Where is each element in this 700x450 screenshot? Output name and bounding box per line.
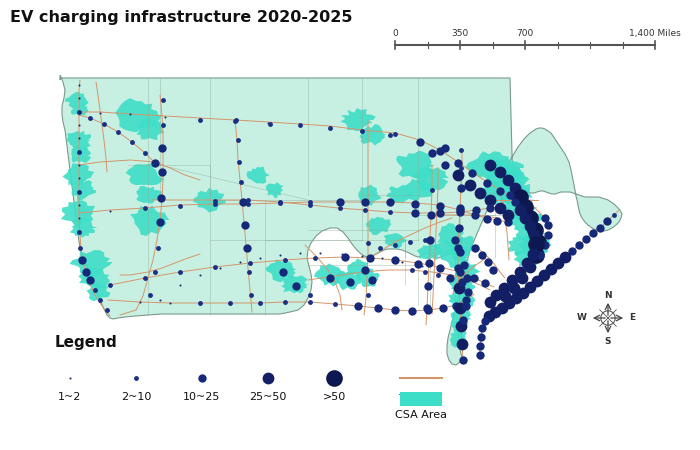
Polygon shape bbox=[449, 275, 475, 296]
Polygon shape bbox=[405, 179, 435, 201]
Text: 1,400 Miles: 1,400 Miles bbox=[629, 29, 681, 38]
Polygon shape bbox=[480, 179, 514, 205]
Polygon shape bbox=[359, 124, 386, 146]
Text: 700: 700 bbox=[517, 29, 533, 38]
Polygon shape bbox=[314, 263, 347, 287]
Polygon shape bbox=[449, 236, 476, 256]
Text: EV charging infrastructure 2020-2025: EV charging infrastructure 2020-2025 bbox=[10, 10, 353, 25]
Polygon shape bbox=[130, 205, 169, 236]
Text: 1~2: 1~2 bbox=[58, 392, 82, 402]
Polygon shape bbox=[434, 240, 456, 257]
Polygon shape bbox=[416, 244, 443, 260]
Polygon shape bbox=[78, 268, 110, 288]
Text: 0: 0 bbox=[392, 29, 398, 38]
Text: W: W bbox=[577, 314, 587, 323]
Polygon shape bbox=[441, 247, 469, 268]
Text: 350: 350 bbox=[452, 29, 468, 38]
Polygon shape bbox=[265, 259, 297, 282]
Polygon shape bbox=[396, 150, 435, 178]
Polygon shape bbox=[340, 108, 376, 131]
Polygon shape bbox=[449, 291, 475, 311]
Polygon shape bbox=[62, 163, 94, 185]
Polygon shape bbox=[66, 131, 91, 151]
Polygon shape bbox=[366, 217, 391, 235]
Polygon shape bbox=[454, 262, 481, 282]
Polygon shape bbox=[335, 271, 363, 290]
Text: 2~10: 2~10 bbox=[121, 392, 151, 402]
Polygon shape bbox=[514, 221, 547, 244]
Text: 10~25: 10~25 bbox=[183, 392, 220, 402]
Polygon shape bbox=[508, 182, 533, 202]
Polygon shape bbox=[60, 75, 622, 365]
Polygon shape bbox=[386, 185, 412, 204]
Polygon shape bbox=[496, 183, 528, 206]
Bar bbox=[400, 392, 442, 406]
Polygon shape bbox=[500, 170, 529, 191]
Polygon shape bbox=[193, 188, 225, 212]
Polygon shape bbox=[125, 163, 164, 185]
Polygon shape bbox=[65, 92, 89, 109]
Polygon shape bbox=[411, 167, 449, 191]
Polygon shape bbox=[266, 182, 284, 198]
Polygon shape bbox=[508, 235, 533, 255]
Text: S: S bbox=[605, 338, 611, 346]
Polygon shape bbox=[61, 200, 95, 227]
Text: N: N bbox=[604, 292, 612, 301]
Text: E: E bbox=[629, 314, 635, 323]
Polygon shape bbox=[358, 268, 379, 287]
Polygon shape bbox=[281, 275, 309, 293]
Polygon shape bbox=[492, 157, 524, 179]
Polygon shape bbox=[484, 164, 526, 192]
Polygon shape bbox=[71, 146, 91, 163]
Polygon shape bbox=[519, 234, 552, 257]
Polygon shape bbox=[69, 250, 113, 276]
Polygon shape bbox=[136, 117, 164, 140]
Polygon shape bbox=[437, 223, 464, 246]
Polygon shape bbox=[69, 218, 97, 238]
Polygon shape bbox=[508, 209, 543, 231]
Text: 25~50: 25~50 bbox=[249, 392, 287, 402]
Polygon shape bbox=[358, 184, 382, 206]
Text: freeway: freeway bbox=[398, 392, 443, 402]
Polygon shape bbox=[449, 244, 470, 263]
Polygon shape bbox=[514, 248, 540, 269]
Polygon shape bbox=[71, 104, 89, 116]
Polygon shape bbox=[347, 258, 369, 277]
Polygon shape bbox=[503, 194, 538, 221]
Polygon shape bbox=[450, 326, 467, 350]
Polygon shape bbox=[86, 283, 110, 302]
Polygon shape bbox=[246, 166, 270, 184]
Polygon shape bbox=[451, 307, 471, 333]
Polygon shape bbox=[116, 98, 162, 132]
Text: Legend: Legend bbox=[55, 335, 118, 350]
Text: CSA Area: CSA Area bbox=[395, 410, 447, 420]
Polygon shape bbox=[466, 151, 510, 180]
Polygon shape bbox=[384, 233, 407, 249]
Text: >50: >50 bbox=[323, 392, 346, 402]
Polygon shape bbox=[136, 186, 162, 204]
Polygon shape bbox=[71, 180, 96, 200]
